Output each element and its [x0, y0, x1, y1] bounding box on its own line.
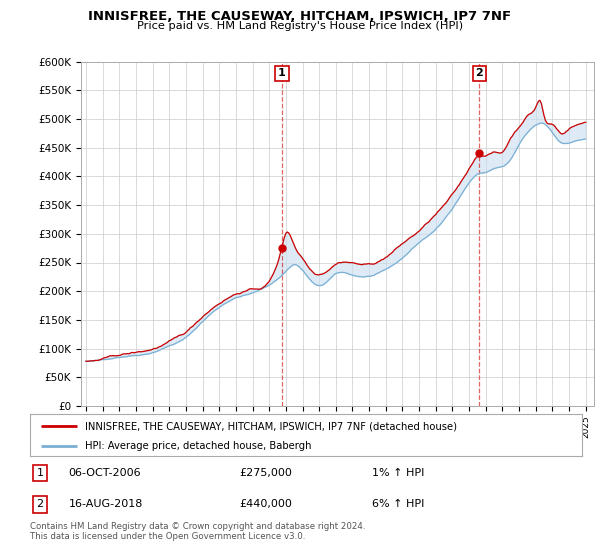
Text: £440,000: £440,000: [240, 500, 293, 510]
Text: 1% ↑ HPI: 1% ↑ HPI: [372, 468, 425, 478]
Text: This data is licensed under the Open Government Licence v3.0.: This data is licensed under the Open Gov…: [30, 532, 305, 541]
Text: Contains HM Land Registry data © Crown copyright and database right 2024.: Contains HM Land Registry data © Crown c…: [30, 522, 365, 531]
Text: £275,000: £275,000: [240, 468, 293, 478]
Text: 2: 2: [476, 68, 483, 78]
Text: 2: 2: [37, 500, 43, 510]
Text: Price paid vs. HM Land Registry's House Price Index (HPI): Price paid vs. HM Land Registry's House …: [137, 21, 463, 31]
Text: 06-OCT-2006: 06-OCT-2006: [68, 468, 141, 478]
Text: 1: 1: [37, 468, 43, 478]
Text: 16-AUG-2018: 16-AUG-2018: [68, 500, 143, 510]
Text: 1: 1: [278, 68, 286, 78]
Text: HPI: Average price, detached house, Babergh: HPI: Average price, detached house, Babe…: [85, 441, 312, 451]
Text: INNISFREE, THE CAUSEWAY, HITCHAM, IPSWICH, IP7 7NF: INNISFREE, THE CAUSEWAY, HITCHAM, IPSWIC…: [88, 10, 512, 22]
Text: INNISFREE, THE CAUSEWAY, HITCHAM, IPSWICH, IP7 7NF (detached house): INNISFREE, THE CAUSEWAY, HITCHAM, IPSWIC…: [85, 421, 457, 431]
Text: 6% ↑ HPI: 6% ↑ HPI: [372, 500, 425, 510]
